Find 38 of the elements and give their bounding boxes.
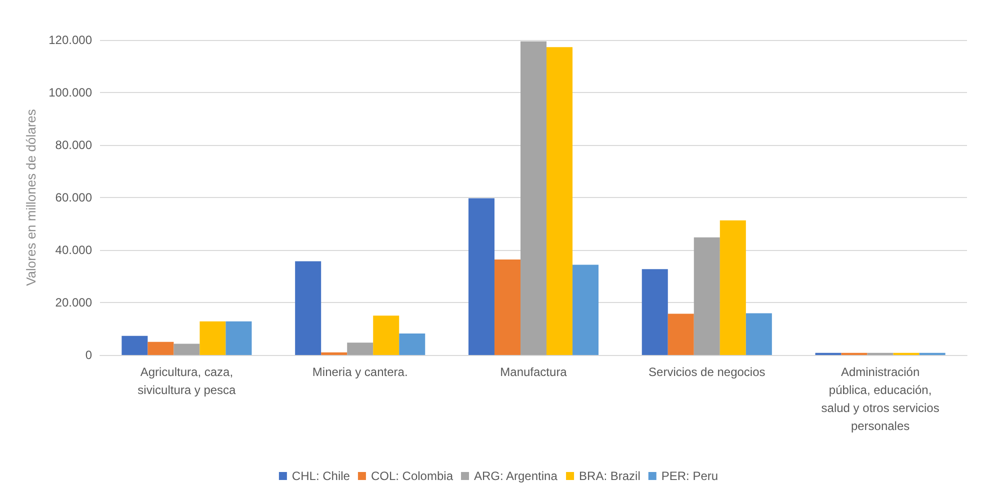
legend-label: BRA: Brazil: [579, 469, 640, 483]
bar: [321, 352, 348, 355]
bar: [494, 259, 520, 355]
bar: [520, 41, 547, 355]
y-tick-label: 0: [85, 348, 92, 362]
y-tick-label: 40.000: [55, 243, 92, 257]
bar: [746, 313, 772, 355]
bar: [468, 198, 494, 355]
bar: [399, 333, 426, 355]
legend-label: ARG: Argentina: [474, 469, 558, 483]
legend-label: PER: Peru: [661, 469, 718, 483]
bar: [694, 237, 720, 355]
bar: [295, 261, 322, 355]
bar: [148, 342, 174, 355]
bar: [200, 321, 226, 355]
legend-label: CHL: Chile: [292, 469, 350, 483]
y-tick-label: 20.000: [55, 296, 92, 310]
bar: [373, 316, 400, 355]
bar: [226, 321, 252, 355]
y-tick-label: 80.000: [55, 138, 92, 152]
bar: [347, 342, 374, 355]
bar: [720, 220, 746, 355]
bar: [572, 264, 599, 355]
legend-label: COL: Colombia: [370, 469, 454, 483]
x-tick-label: Administración pública, educación, salud y otros servicios personales: [821, 365, 940, 433]
y-tick-label: 120.000: [48, 33, 92, 47]
bar: [122, 336, 148, 355]
y-tick-label: 100.000: [48, 86, 92, 100]
bar: [642, 269, 668, 355]
x-tick-label: Manufactura: [500, 365, 568, 379]
bar: [174, 344, 200, 355]
y-tick-label: 60.000: [55, 190, 92, 204]
x-tick-label: Servicios de negocios: [648, 365, 766, 379]
y-axis-title: Valores en millones de dólares: [24, 108, 39, 286]
bar: [546, 47, 573, 355]
bar: [668, 314, 694, 355]
x-tick-label: Mineria y cantera.: [312, 365, 408, 379]
x-tick-label: Agricultura, caza, sivicultura y pesca: [138, 365, 236, 397]
